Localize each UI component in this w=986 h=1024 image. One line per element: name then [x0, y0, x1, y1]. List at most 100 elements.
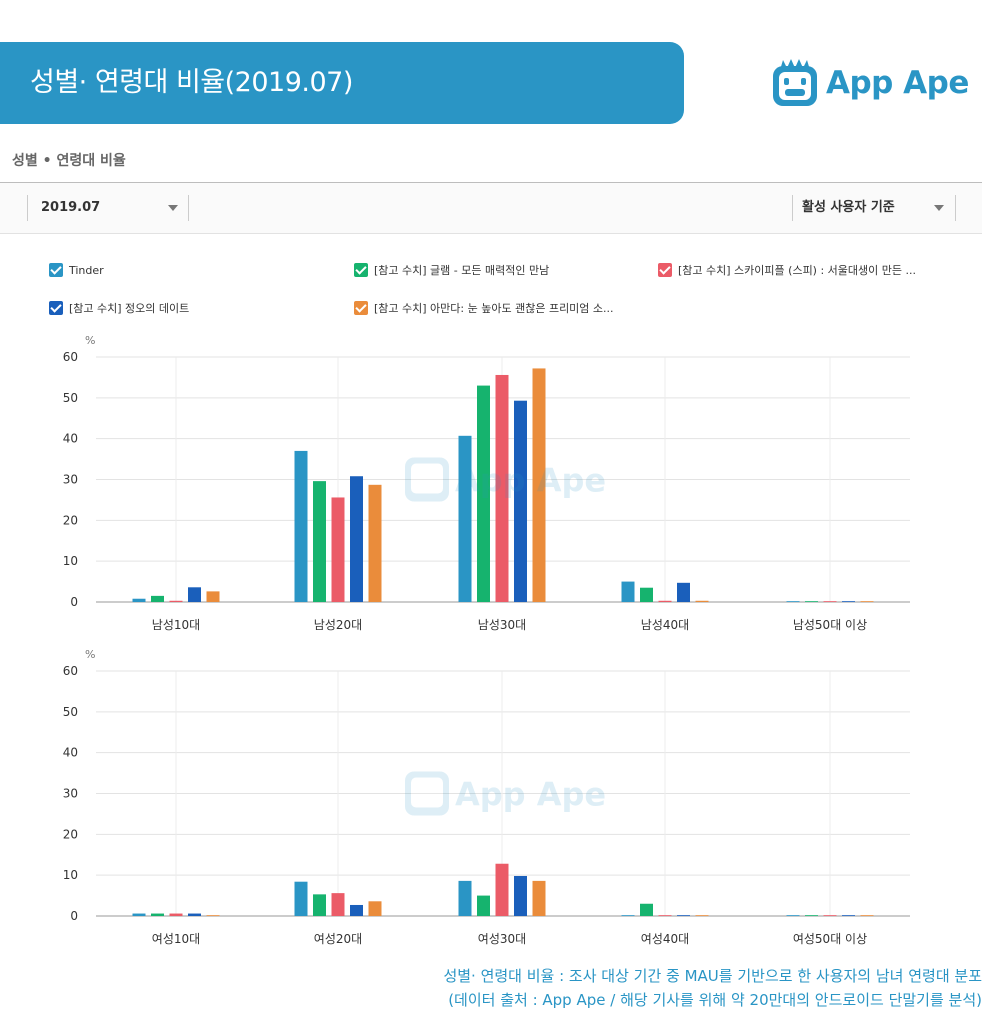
- watermark-text: App Ape: [455, 462, 606, 500]
- bar-charts: % 0 10 20 30 40 50 60 남성10대 남성20대 남성30대 남성40대 남성50대 …: [63, 334, 910, 946]
- checkbox-icon: [354, 263, 368, 277]
- legend-item-skypeople[interactable]: [참고 수치] 스카이피플 (스피) : 서울대생이 만든 ...: [658, 262, 916, 278]
- footnote: 성별· 연령대 비율 : 조사 대상 기간 중 MAU를 기반으로 한 사용자의…: [443, 964, 982, 1012]
- y-axis-label: %: [85, 334, 95, 347]
- logo-text: App Ape: [826, 65, 969, 101]
- y-tick-label: 60: [63, 664, 78, 678]
- bar: [823, 915, 837, 916]
- bar: [132, 598, 146, 602]
- bar: [658, 915, 672, 916]
- legend-label: [참고 수치] 스카이피플 (스피) : 서울대생이 만든 ...: [678, 264, 916, 277]
- bar: [640, 587, 653, 602]
- bar: [695, 915, 709, 916]
- x-tick-label: 남성50대 이상: [793, 618, 867, 632]
- x-tick-label: 남성20대: [314, 618, 362, 632]
- bar: [786, 915, 800, 916]
- y-tick-label: 10: [63, 554, 78, 568]
- footnote-line-1: 성별· 연령대 비율 : 조사 대상 기간 중 MAU를 기반으로 한 사용자의…: [443, 967, 982, 985]
- bar: [842, 915, 855, 916]
- legend-label: [참고 수치] 글램 - 모든 매력적인 만남: [374, 264, 550, 277]
- date-select[interactable]: 2019.07: [27, 195, 189, 221]
- panel-subtitle: 성별 • 연령대 비율: [12, 153, 126, 169]
- bar: [786, 601, 800, 602]
- bar: [677, 915, 690, 916]
- bar: [188, 913, 201, 916]
- x-tick-label: 여성30대: [478, 932, 526, 946]
- checkbox-icon: [49, 263, 63, 277]
- x-tick-label: 남성40대: [641, 618, 689, 632]
- monkey-logo-icon: [773, 59, 817, 106]
- bar: [206, 915, 220, 916]
- y-axis-label: %: [85, 648, 95, 661]
- y-tick-label: 60: [63, 350, 78, 364]
- bar: [842, 601, 855, 602]
- y-tick-label: 20: [63, 513, 78, 527]
- bar: [368, 484, 382, 602]
- bar: [860, 915, 874, 916]
- bar: [860, 601, 874, 602]
- bar: [132, 913, 146, 916]
- y-tick-label: 50: [63, 391, 78, 405]
- bar: [477, 385, 490, 602]
- legend-label: [참고 수치] 아만다: 눈 높아도 괜찮은 프리미엄 소...: [374, 302, 614, 315]
- y-tick-label: 40: [63, 432, 78, 446]
- bar: [823, 601, 837, 602]
- bar: [640, 903, 653, 916]
- legend-item-noondate[interactable]: [참고 수치] 정오의 데이트: [49, 300, 189, 316]
- page-title-banner: 성별· 연령대 비율(2019.07): [0, 42, 684, 124]
- bar: [458, 435, 472, 602]
- basis-select[interactable]: 활성 사용자 기준: [792, 195, 956, 221]
- bar: [805, 601, 818, 602]
- x-tick-label: 여성40대: [641, 932, 689, 946]
- bar: [532, 368, 546, 602]
- legend-item-glam[interactable]: [참고 수치] 글램 - 모든 매력적인 만남: [354, 262, 549, 278]
- watermark-text: App Ape: [455, 776, 606, 814]
- bar: [514, 875, 527, 916]
- bar: [621, 915, 635, 916]
- bar: [294, 450, 308, 602]
- bar: [151, 595, 164, 602]
- watermark: [405, 771, 449, 816]
- bar: [495, 863, 509, 916]
- y-tick-label: 30: [63, 473, 78, 487]
- x-tick-label: 여성10대: [152, 932, 200, 946]
- chevron-down-icon: [934, 205, 944, 211]
- bar: [313, 894, 326, 916]
- bar: [514, 400, 527, 602]
- legend-label: [참고 수치] 정오의 데이트: [69, 302, 190, 315]
- y-tick-label: 0: [70, 595, 78, 609]
- bar: [532, 880, 546, 916]
- legend-item-tinder[interactable]: Tinder: [49, 262, 104, 278]
- bar: [350, 476, 363, 602]
- bar: [458, 880, 472, 916]
- bar: [206, 591, 220, 602]
- legend-label: Tinder: [69, 263, 104, 277]
- bar: [313, 481, 326, 602]
- bar: [151, 913, 164, 916]
- y-tick-label: 30: [63, 787, 78, 801]
- x-tick-label: 여성50대 이상: [793, 932, 867, 946]
- bar: [677, 582, 690, 602]
- bar: [169, 600, 183, 602]
- watermark: [405, 457, 449, 502]
- footnote-line-2: (데이터 출처 : App Ape / 해당 기사를 위해 약 20만대의 안드…: [448, 991, 982, 1009]
- bar: [331, 893, 345, 916]
- app-ape-logo: App Ape: [770, 56, 969, 110]
- y-tick-label: 20: [63, 827, 78, 841]
- bar: [169, 913, 183, 916]
- bar: [495, 374, 509, 602]
- filter-bar: 2019.07 활성 사용자 기준: [0, 182, 982, 234]
- bar: [331, 497, 345, 602]
- date-select-value: 2019.07: [41, 200, 101, 215]
- y-tick-label: 10: [63, 868, 78, 882]
- x-tick-label: 남성30대: [478, 618, 526, 632]
- page-title: 성별· 연령대 비율(2019.07): [30, 67, 353, 98]
- y-tick-label: 40: [63, 746, 78, 760]
- x-tick-label: 남성10대: [152, 618, 200, 632]
- bar: [294, 881, 308, 916]
- legend-item-amanda[interactable]: [참고 수치] 아만다: 눈 높아도 괜찮은 프리미엄 소...: [354, 300, 614, 316]
- bar: [350, 904, 363, 916]
- y-tick-label: 50: [63, 705, 78, 719]
- bar: [368, 901, 382, 916]
- bar: [477, 895, 490, 916]
